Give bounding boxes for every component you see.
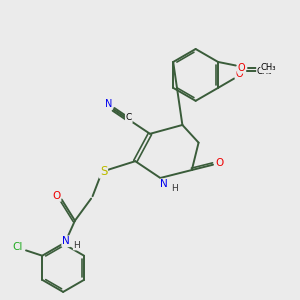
Text: H: H [171,184,178,193]
Text: O: O [236,69,243,79]
Text: N: N [104,99,112,110]
Text: O: O [215,158,223,168]
Text: O: O [238,63,245,73]
Text: Cl: Cl [12,242,22,252]
Text: S: S [100,165,107,178]
Text: O: O [52,191,61,201]
Text: CH₃: CH₃ [257,67,272,76]
Text: CH₃: CH₃ [261,63,277,72]
Text: N: N [160,179,168,190]
Text: N: N [62,236,70,246]
Text: C: C [126,113,132,122]
Text: H: H [74,241,80,250]
